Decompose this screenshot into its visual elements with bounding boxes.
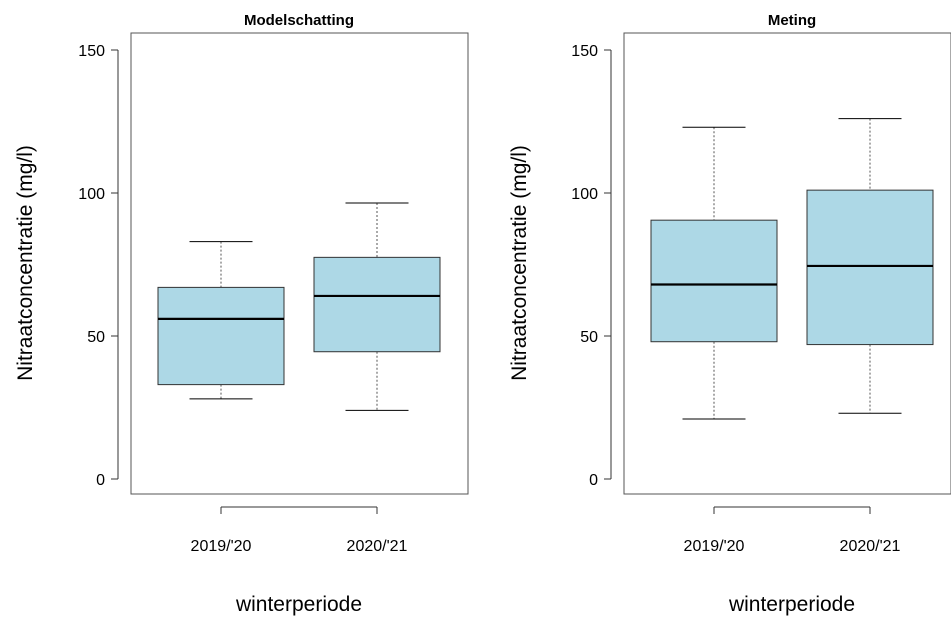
box: [313, 256, 441, 353]
x-tick-label: 2019/'20: [684, 538, 745, 555]
plot-frame: [130, 32, 469, 495]
panel-meting: Meting Nitraatconcentratie (mg/l) winter…: [508, 12, 951, 616]
y-tick-label: 150: [78, 43, 105, 60]
panel-modelschatting: Modelschatting Nitraatconcentratie (mg/l…: [14, 12, 469, 616]
y-tick-label: 50: [87, 329, 105, 346]
y-tick-label: 150: [571, 43, 598, 60]
box: [650, 219, 778, 343]
chart-title: Modelschatting: [244, 12, 354, 29]
y-tick-label: 0: [589, 472, 598, 489]
x-tick-label: 2020/'21: [347, 538, 408, 555]
x-tick-label: 2019/'20: [191, 538, 252, 555]
y-tick-label: 50: [580, 329, 598, 346]
plot-frame: [623, 32, 951, 495]
x-tick-label: 2020/'21: [840, 538, 901, 555]
boxes-group: 0 50 100 150 2019/'20 2020/'21: [78, 43, 441, 555]
x-axis-title: winterperiode: [235, 593, 362, 616]
y-axis-title: Nitraatconcentratie (mg/l): [14, 145, 37, 381]
chart-title: Meting: [768, 12, 816, 29]
y-tick-label: 100: [571, 186, 598, 203]
box: [806, 189, 934, 346]
boxes-group: 0 50 100 150 2019/'20 2020/'21: [571, 43, 934, 555]
x-axis-title: winterperiode: [728, 593, 855, 616]
y-axis-title: Nitraatconcentratie (mg/l): [508, 145, 531, 381]
y-tick-label: 100: [78, 186, 105, 203]
y-tick-label: 0: [96, 472, 105, 489]
box: [157, 286, 285, 386]
